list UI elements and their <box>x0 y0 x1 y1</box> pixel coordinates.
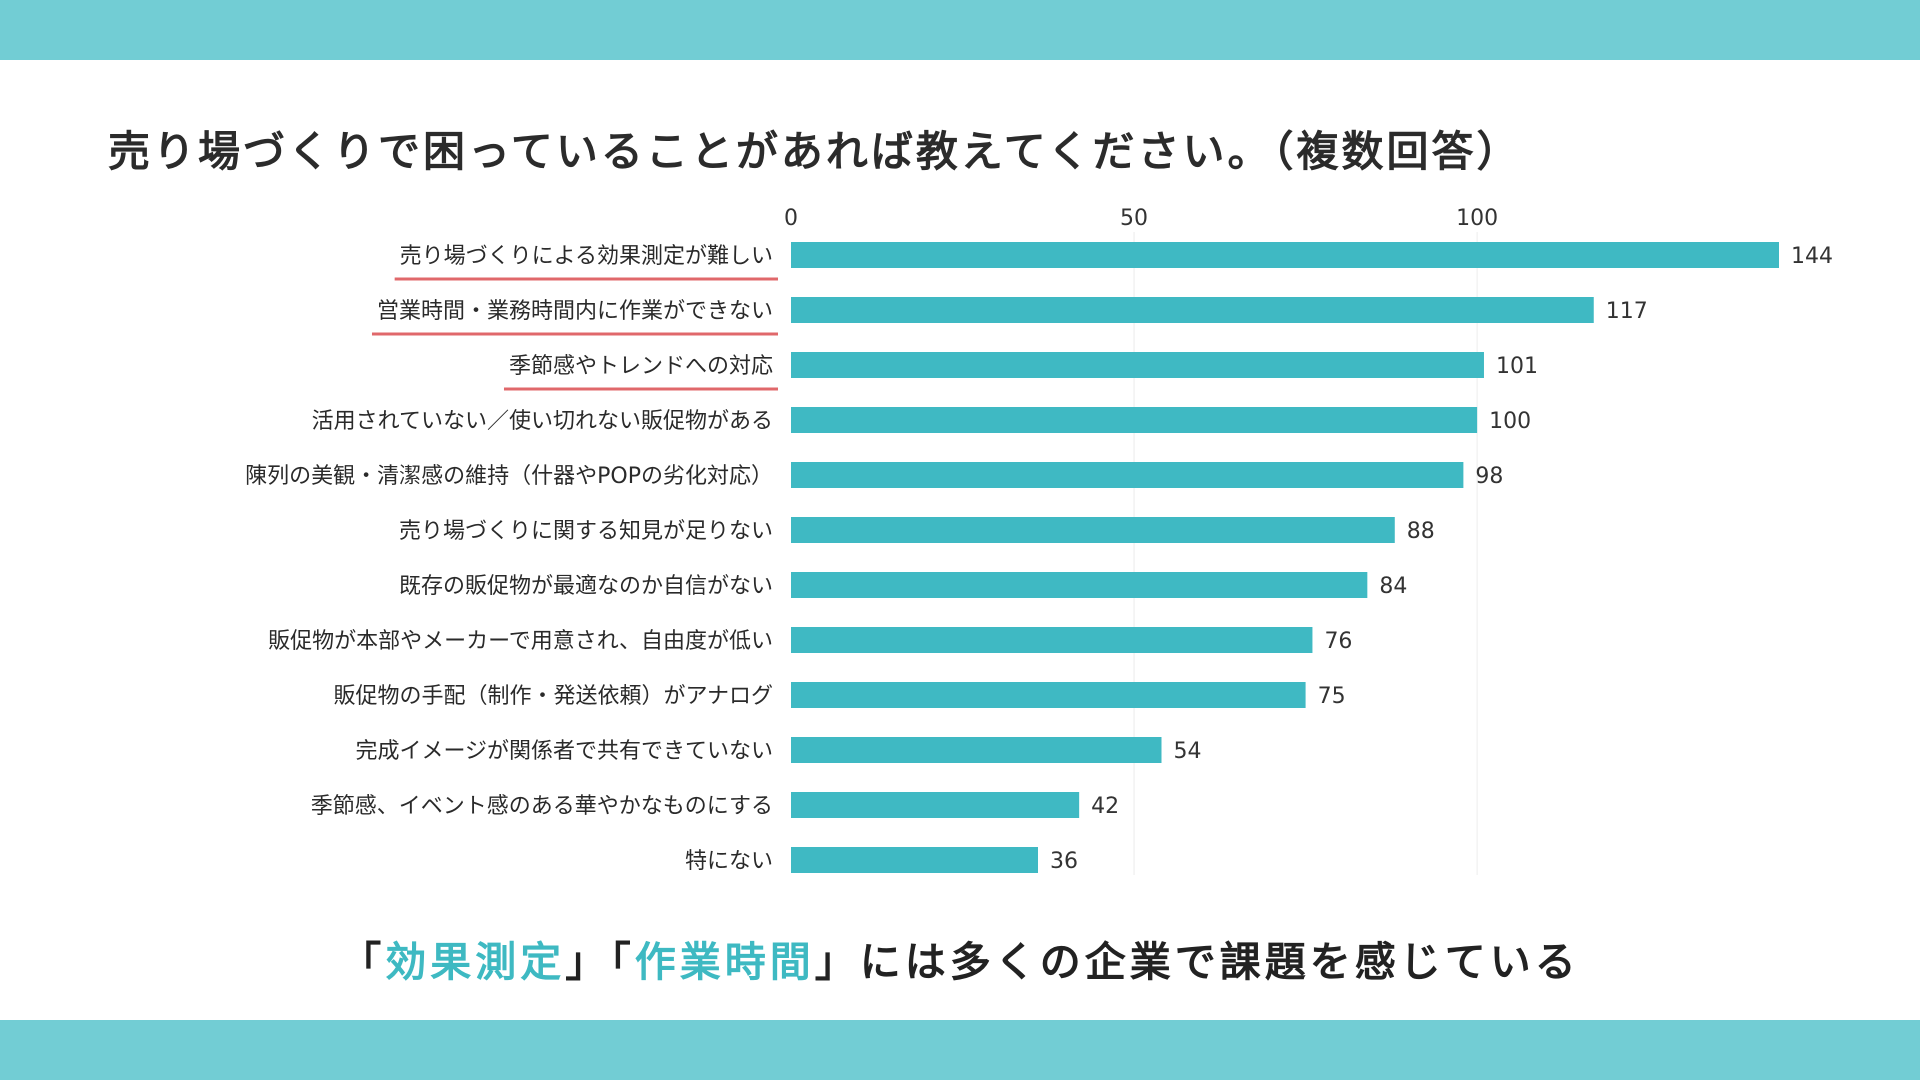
x-tick-label: 100 <box>1456 206 1498 231</box>
category-label: 特にない <box>685 849 773 874</box>
bar <box>791 572 1368 598</box>
conclusion-open: 「 <box>340 938 386 986</box>
value-label: 42 <box>1091 794 1119 819</box>
value-label: 144 <box>1791 244 1833 269</box>
category-label: 売り場づくりによる効果測定が難しい <box>400 244 773 269</box>
bar <box>791 737 1162 763</box>
bar <box>791 847 1038 873</box>
bottom-band <box>0 1020 1920 1080</box>
chart-title: 売り場づくりで困っていることがあれば教えてください。（複数回答） <box>108 127 1522 176</box>
conclusion-mid: 」「 <box>565 938 635 986</box>
category-label: 既存の販促物が最適なのか自信がない <box>399 574 773 599</box>
value-label: 101 <box>1496 354 1538 379</box>
category-label: 営業時間・業務時間内に作業ができない <box>377 299 773 324</box>
bar <box>791 462 1464 488</box>
bar <box>791 297 1594 323</box>
value-label: 98 <box>1475 464 1503 489</box>
category-label: 完成イメージが関係者で共有できていない <box>355 739 773 764</box>
category-label: 季節感やトレンドへの対応 <box>509 354 773 379</box>
bar <box>791 792 1080 818</box>
category-label: 販促物が本部やメーカーで用意され、自由度が低い <box>268 629 773 654</box>
bar <box>791 242 1779 268</box>
category-label: 陳列の美観・清潔感の維持（什器やPOPの劣化対応） <box>245 464 773 489</box>
value-label: 88 <box>1407 519 1435 544</box>
value-label: 36 <box>1050 849 1078 874</box>
conclusion-rest: 」には多くの企業で課題を感じている <box>814 938 1580 986</box>
category-label: 季節感、イベント感のある華やかなものにする <box>311 794 773 819</box>
value-label: 100 <box>1489 409 1531 434</box>
category-label: 活用されていない／使い切れない販促物がある <box>312 409 773 434</box>
conclusion-keyword-effect: 効果測定 <box>385 938 566 986</box>
conclusion-keyword-time: 作業時間 <box>634 938 815 986</box>
category-label: 売り場づくりに関する知見が足りない <box>399 519 773 544</box>
category-label: 販促物の手配（制作・発送依頼）がアナログ <box>333 684 773 709</box>
value-label: 76 <box>1324 629 1352 654</box>
bar <box>791 407 1478 433</box>
bar <box>791 682 1306 708</box>
value-label: 54 <box>1174 739 1202 764</box>
bar <box>791 517 1395 543</box>
value-label: 84 <box>1379 574 1407 599</box>
bar <box>791 627 1313 653</box>
top-band <box>0 0 1920 60</box>
value-label: 75 <box>1318 684 1346 709</box>
x-tick-label: 50 <box>1120 206 1148 231</box>
bar <box>791 352 1484 378</box>
conclusion-text: 「効果測定」「作業時間」には多くの企業で課題を感じている <box>0 928 1920 988</box>
x-tick-label: 0 <box>784 206 798 231</box>
value-label: 117 <box>1606 299 1648 324</box>
